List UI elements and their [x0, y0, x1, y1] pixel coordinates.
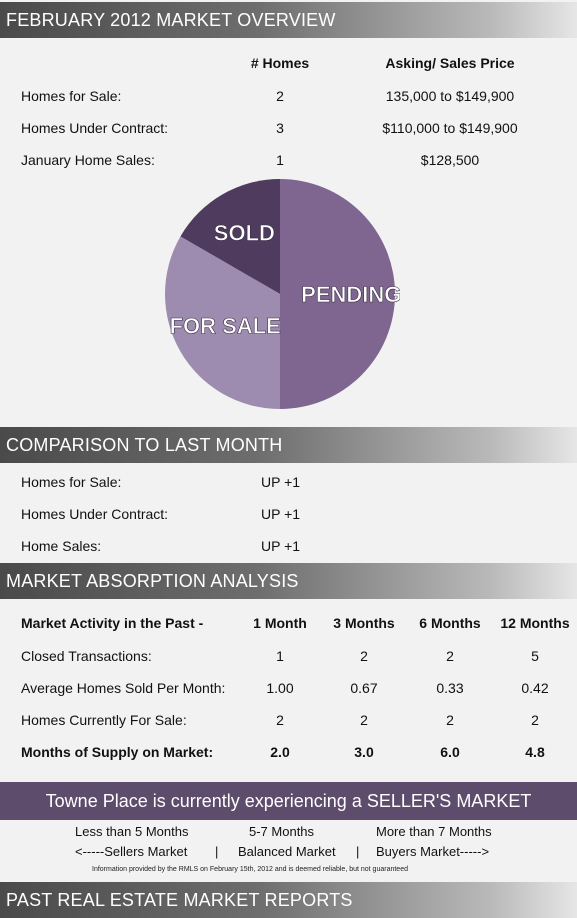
absorption-cell: 3.0 [354, 744, 374, 760]
col-homes-header: # Homes [250, 55, 310, 71]
pie-slice-for-sale [165, 236, 280, 409]
absorption-cell: 2 [276, 712, 284, 728]
absorption-cell: 0.42 [521, 680, 549, 696]
disclaimer: Information provided by the RMLS on Febr… [92, 866, 408, 873]
absorption-col-3m: 3 Months [333, 615, 395, 631]
comparison-header: COMPARISON TO LAST MONTH [0, 427, 577, 463]
absorption-col-1m: 1 Month [253, 615, 307, 631]
overview-row-price: $110,000 to $149,900 [382, 120, 518, 136]
absorption-table-header: Market Activity in the Past - [21, 615, 204, 631]
legend-separator: | [356, 844, 360, 859]
absorption-cell: 6.0 [440, 744, 460, 760]
overview-row-homes: 2 [276, 88, 284, 104]
absorption-cell: 2 [360, 712, 368, 728]
overview-row-homes: 1 [276, 152, 284, 168]
overview-row-price: $128,500 [420, 152, 480, 168]
col-price-header: Asking/ Sales Price [385, 55, 515, 71]
legend-sellers-market: <-----Sellers Market [75, 844, 188, 859]
absorption-col-12m: 12 Months [500, 615, 570, 631]
absorption-cell: 0.33 [436, 680, 464, 696]
absorption-cell: 2.0 [270, 744, 290, 760]
comparison-row-label: Home Sales: [21, 538, 102, 554]
legend-less-than-5: Less than 5 Months [75, 824, 189, 839]
absorption-header: MARKET ABSORPTION ANALYSIS [0, 563, 577, 599]
past-reports-header[interactable]: PAST REAL ESTATE MARKET REPORTS [0, 882, 577, 918]
pie-slice-pending [280, 179, 395, 409]
comparison-row-label: Homes for Sale: [21, 474, 122, 490]
comparison-row-value: UP +1 [261, 538, 301, 554]
overview-header: FEBRUARY 2012 MARKET OVERVIEW [0, 2, 577, 38]
absorption-cell: 2 [446, 648, 454, 664]
absorption-cell: 1.00 [266, 680, 294, 696]
absorption-col-6m: 6 Months [419, 615, 481, 631]
overview-row-label: Homes for Sale: [21, 88, 122, 104]
absorption-row-label: Homes Currently For Sale: [21, 712, 187, 728]
absorption-row-label: Closed Transactions: [21, 648, 152, 664]
overview-row-label: Homes Under Contract: [21, 120, 169, 136]
legend-more-than-7: More than 7 Months [376, 824, 492, 839]
absorption-cell: 1 [276, 648, 284, 664]
overview-row-price: 135,000 to $149,900 [385, 88, 515, 104]
comparison-row-value: UP +1 [261, 474, 301, 490]
absorption-cell: 2 [446, 712, 454, 728]
absorption-row-label: Months of Supply on Market: [21, 744, 214, 760]
comparison-row-label: Homes Under Contract: [21, 506, 169, 522]
pie-label-pending: PENDING [301, 282, 400, 307]
absorption-cell: 0.67 [350, 680, 378, 696]
overview-row-label: January Home Sales: [21, 152, 155, 168]
legend-5-to-7: 5-7 Months [249, 824, 315, 839]
pie-label-sold: SOLD [214, 220, 275, 245]
absorption-cell: 4.8 [525, 744, 545, 760]
pie-chart: SOLD PENDING FOR SALE [165, 179, 400, 409]
pie-label-for-sale: FOR SALE [170, 314, 281, 339]
overview-row-homes: 3 [276, 120, 284, 136]
comparison-row-value: UP +1 [261, 506, 301, 522]
absorption-cell: 2 [531, 712, 539, 728]
market-status-banner: Towne Place is currently experiencing a … [0, 782, 577, 820]
absorption-cell: 2 [360, 648, 368, 664]
pie-slice-sold [180, 179, 280, 294]
absorption-cell: 5 [531, 648, 539, 664]
legend-separator: | [215, 844, 219, 859]
legend-balanced-market: Balanced Market [238, 844, 336, 859]
legend-buyers-market: Buyers Market-----> [376, 844, 490, 859]
absorption-row-label: Average Homes Sold Per Month: [21, 680, 226, 696]
